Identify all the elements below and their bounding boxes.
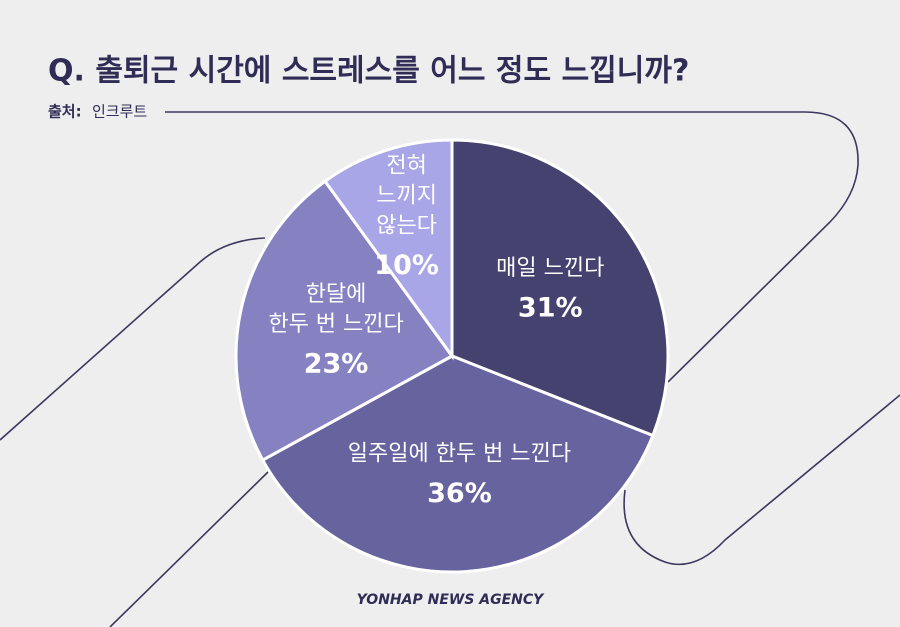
pie-slice	[260, 354, 655, 574]
value-label: 36%	[427, 478, 492, 509]
slice-label: 일주일에 한두 번 느낀다	[348, 442, 571, 467]
source-label: 출처:	[48, 103, 82, 121]
value-label: 23%	[304, 349, 369, 380]
credit: YONHAP NEWS AGENCY	[357, 592, 546, 608]
pie-slice	[450, 138, 670, 438]
decor-line	[165, 111, 859, 383]
pie: 매일 느낀다 31% 일주일에 한두 번 느낀다 36% 한달에 한두 번 느낀다 23% 전…	[234, 138, 670, 574]
pie-slice	[322, 138, 454, 361]
pie-slice	[234, 179, 455, 463]
slice-label: 전혀 느끼지 않는다	[376, 153, 437, 238]
chart-title: Q. 출퇴근 시간에 스트레스를 어느 정도 느낍니까?	[48, 54, 689, 89]
slice-label: 한달에 한두 번 느낀다	[268, 282, 403, 337]
source: 인크루트	[92, 103, 147, 121]
value-label: 10%	[374, 250, 439, 281]
decor-line	[623, 394, 900, 566]
value-label: 31%	[518, 293, 583, 324]
decor-line	[0, 237, 266, 441]
decor-line	[109, 469, 271, 627]
slice-label: 매일 느낀다	[496, 256, 604, 281]
